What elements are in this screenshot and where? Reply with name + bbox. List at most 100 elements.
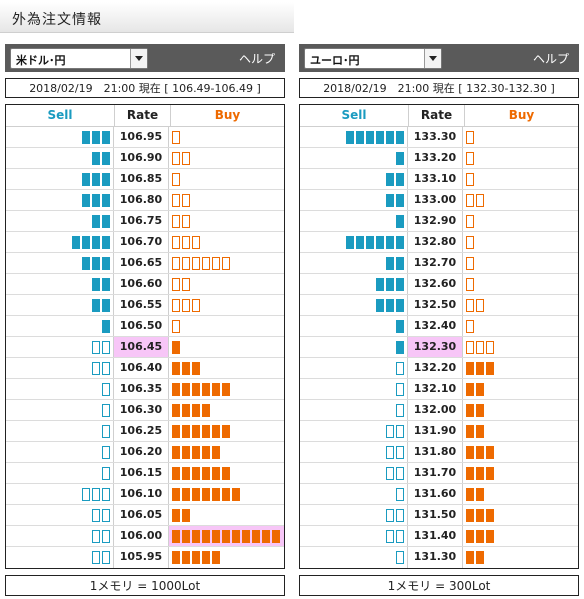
buy-volume-block <box>182 382 190 396</box>
buy-volume-block <box>222 529 230 543</box>
buy-volume-block <box>486 508 494 522</box>
buy-volume-block <box>486 466 494 480</box>
ladder-body: 133.30 133.20 133.10 133.00 132.90 132.80 132.… <box>300 127 578 568</box>
rate-cell: 132.10 <box>408 379 463 399</box>
sell-volume-block <box>396 466 404 480</box>
ladder-row: 133.20 <box>300 148 578 169</box>
buy-volume-block <box>172 487 180 501</box>
sell-volume-block <box>386 256 394 270</box>
buy-column-header: Buy <box>508 108 535 122</box>
buy-volume-block <box>182 466 190 480</box>
currency-pair-select[interactable]: ユーロ･円 <box>304 48 442 69</box>
buy-volume-block <box>172 193 180 207</box>
sell-volume-bar <box>300 274 408 294</box>
sell-volume-bar <box>6 211 114 231</box>
sell-volume-block <box>82 130 90 144</box>
sell-volume-bar <box>300 547 408 568</box>
buy-volume-block <box>192 235 200 249</box>
sell-volume-block <box>92 340 100 354</box>
buy-volume-block <box>172 361 180 375</box>
buy-volume-block <box>182 508 190 522</box>
sell-volume-block <box>82 487 90 501</box>
sell-volume-block <box>92 277 100 291</box>
buy-volume-block <box>202 403 210 417</box>
buy-volume-block <box>182 277 190 291</box>
buy-volume-block <box>182 403 190 417</box>
buy-volume-block <box>172 214 180 228</box>
sell-volume-block <box>386 445 394 459</box>
current-rate-cell: 132.30 <box>408 337 463 357</box>
buy-volume-block <box>476 529 484 543</box>
sell-volume-block <box>396 130 404 144</box>
sell-volume-bar <box>6 505 114 525</box>
help-link[interactable]: ヘルプ <box>532 52 569 66</box>
sell-volume-bar <box>6 337 114 357</box>
sell-volume-bar <box>300 358 408 378</box>
buy-volume-block <box>172 172 180 186</box>
chevron-down-icon[interactable] <box>130 49 147 68</box>
buy-volume-bar <box>463 421 578 441</box>
buy-volume-block <box>172 403 180 417</box>
rate-cell: 133.30 <box>408 127 463 147</box>
buy-volume-block <box>466 256 474 270</box>
ladder-row: 106.00 <box>6 526 284 547</box>
currency-pair-select[interactable]: 米ドル･円 <box>10 48 148 69</box>
buy-volume-block <box>172 551 180 564</box>
sell-volume-block <box>396 361 404 375</box>
ladder-row: 132.40 <box>300 316 578 337</box>
sell-volume-block <box>102 277 110 291</box>
sell-volume-block <box>102 298 110 312</box>
buy-volume-bar <box>463 211 578 231</box>
buy-volume-block <box>466 340 474 354</box>
sell-volume-block <box>396 151 404 165</box>
sell-volume-block <box>396 445 404 459</box>
buy-volume-block <box>192 466 200 480</box>
sell-volume-block <box>386 172 394 186</box>
ladder-row: 106.50 <box>6 316 284 337</box>
sell-volume-block <box>386 277 394 291</box>
rate-cell: 131.40 <box>408 526 463 546</box>
sell-volume-block <box>102 256 110 270</box>
sell-volume-block <box>92 487 100 501</box>
rate-cell: 132.20 <box>408 358 463 378</box>
rate-cell: 131.60 <box>408 484 463 504</box>
rate-cell: 106.80 <box>114 190 169 210</box>
rate-status: 2018/02/19 21:00 現在 [ 106.49-106.49 ] <box>5 78 285 98</box>
buy-volume-block <box>212 382 220 396</box>
buy-volume-bar <box>463 484 578 504</box>
buy-volume-block <box>466 319 474 333</box>
buy-volume-block <box>182 151 190 165</box>
buy-volume-block <box>182 551 190 564</box>
buy-volume-block <box>172 340 180 354</box>
buy-volume-block <box>466 551 474 564</box>
chevron-down-icon[interactable] <box>424 49 441 68</box>
rate-cell: 106.20 <box>114 442 169 462</box>
ladder-row: 106.40 <box>6 358 284 379</box>
buy-volume-block <box>262 529 270 543</box>
buy-volume-block <box>476 382 484 396</box>
sell-volume-bar <box>300 421 408 441</box>
buy-volume-block <box>466 466 474 480</box>
sell-volume-block <box>102 466 110 480</box>
help-link[interactable]: ヘルプ <box>238 52 275 66</box>
sell-volume-block <box>366 235 374 249</box>
sell-volume-bar <box>6 463 114 483</box>
rate-cell: 106.50 <box>114 316 169 336</box>
ladder-row: 131.40 <box>300 526 578 547</box>
ladder-row: 105.95 <box>6 547 284 568</box>
rate-cell: 105.95 <box>114 547 169 568</box>
buy-volume-block <box>476 403 484 417</box>
buy-volume-block <box>486 340 494 354</box>
rate-cell: 106.95 <box>114 127 169 147</box>
buy-volume-block <box>172 319 180 333</box>
ladder-row: 133.30 <box>300 127 578 148</box>
buy-volume-bar <box>169 463 284 483</box>
buy-volume-bar <box>463 148 578 168</box>
buy-volume-block <box>212 529 220 543</box>
sell-volume-bar <box>300 211 408 231</box>
buy-volume-bar <box>169 421 284 441</box>
buy-volume-block <box>466 487 474 501</box>
buy-volume-block <box>242 529 250 543</box>
sell-column-header: Sell <box>300 105 409 126</box>
ladder-row: 131.50 <box>300 505 578 526</box>
